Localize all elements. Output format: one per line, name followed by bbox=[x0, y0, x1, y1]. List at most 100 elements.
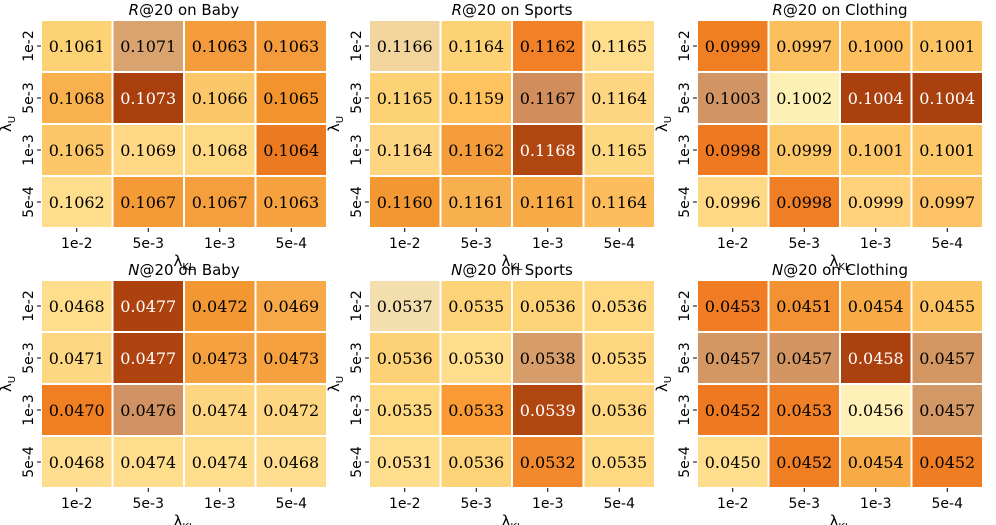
heatmap-cell bbox=[370, 73, 440, 123]
cell-value-label: 0.1063 bbox=[263, 193, 319, 212]
heatmap-cell bbox=[912, 281, 982, 331]
heatmap-cell bbox=[113, 73, 183, 123]
y-axis-label: λU bbox=[653, 116, 674, 132]
cell-value-label: 0.1062 bbox=[49, 193, 105, 212]
cell-value-label: 0.0453 bbox=[776, 401, 832, 420]
heatmap-cell bbox=[185, 177, 255, 227]
heatmap-cell bbox=[370, 333, 440, 383]
cell-value-label: 0.0996 bbox=[705, 193, 761, 212]
heatmap-cell bbox=[698, 437, 768, 487]
x-tick-label: 1e-2 bbox=[61, 496, 92, 512]
cell-value-label: 0.0536 bbox=[591, 401, 647, 420]
cell-value-label: 0.1063 bbox=[263, 37, 319, 56]
heatmap-cell bbox=[256, 73, 326, 123]
cell-value-label: 0.0452 bbox=[919, 453, 975, 472]
x-tick-label: 5e-4 bbox=[276, 496, 308, 512]
heatmap-cell bbox=[841, 437, 911, 487]
y-tick-label: 1e-3 bbox=[349, 394, 365, 425]
heatmap-cell bbox=[185, 437, 255, 487]
heatmap-cell bbox=[912, 177, 982, 227]
cell-value-label: 0.1001 bbox=[919, 141, 975, 160]
cell-value-label: 0.1165 bbox=[591, 141, 647, 160]
cell-value-label: 0.1164 bbox=[377, 141, 433, 160]
y-tick-label: 1e-2 bbox=[21, 290, 37, 321]
cell-value-label: 0.1161 bbox=[520, 193, 576, 212]
y-tick-label: 5e-4 bbox=[677, 186, 693, 218]
heatmap-cell bbox=[185, 281, 255, 331]
x-axis-label: λKL bbox=[501, 252, 522, 273]
cell-value-label: 0.0998 bbox=[776, 193, 832, 212]
cell-value-label: 0.1160 bbox=[377, 193, 433, 212]
x-tick-label: 1e-3 bbox=[532, 496, 563, 512]
heatmap-cell bbox=[513, 437, 583, 487]
x-tick-label: 1e-3 bbox=[860, 496, 891, 512]
cell-value-label: 0.0454 bbox=[848, 453, 904, 472]
cell-value-label: 0.0999 bbox=[705, 37, 761, 56]
heatmap-cell bbox=[513, 125, 583, 175]
x-tick-label: 5e-4 bbox=[932, 236, 964, 252]
y-axis-label: λU bbox=[325, 376, 346, 392]
x-tick-label: 1e-3 bbox=[860, 236, 891, 252]
heatmap-cell bbox=[370, 125, 440, 175]
heatmap-cell bbox=[370, 21, 440, 71]
x-axis-label: λKL bbox=[829, 512, 850, 525]
cell-value-label: 0.0538 bbox=[520, 349, 576, 368]
cell-value-label: 0.1162 bbox=[520, 37, 576, 56]
heatmap-cell bbox=[769, 333, 839, 383]
cell-value-label: 0.0473 bbox=[192, 349, 248, 368]
heatmap-cell bbox=[441, 125, 511, 175]
heatmap-cell bbox=[912, 21, 982, 71]
cell-value-label: 0.1000 bbox=[848, 37, 904, 56]
heatmap-cell bbox=[370, 437, 440, 487]
heatmap-cell bbox=[769, 385, 839, 435]
heatmap-cell bbox=[584, 21, 654, 71]
heatmap-cell bbox=[698, 73, 768, 123]
heatmap-cell bbox=[584, 385, 654, 435]
y-tick-label: 1e-2 bbox=[677, 30, 693, 61]
heatmap-cell bbox=[584, 177, 654, 227]
y-tick-label: 1e-2 bbox=[21, 30, 37, 61]
cell-value-label: 0.0533 bbox=[448, 401, 504, 420]
heatmap-cell bbox=[769, 21, 839, 71]
cell-value-label: 0.0532 bbox=[520, 453, 576, 472]
heatmap-cell bbox=[912, 125, 982, 175]
heatmap-cell bbox=[769, 125, 839, 175]
x-tick-label: 1e-2 bbox=[389, 236, 420, 252]
cell-value-label: 0.1063 bbox=[192, 37, 248, 56]
y-tick-label: 5e-3 bbox=[677, 82, 693, 113]
heatmap-panel-n-sports: N@20 on Sports 0.0537 0.0535 0.0536 0.0536 0.… bbox=[325, 261, 654, 525]
heatmap-panel-n-baby: N@20 on Baby 0.0468 0.0477 0.0472 0.0469 0.04… bbox=[0, 261, 326, 525]
heatmap-cell bbox=[441, 73, 511, 123]
heatmap-cell bbox=[185, 385, 255, 435]
heatmap-cell bbox=[912, 385, 982, 435]
heatmap-cell bbox=[841, 73, 911, 123]
cell-value-label: 0.1069 bbox=[120, 141, 176, 160]
cell-value-label: 0.1159 bbox=[448, 89, 504, 108]
heatmap-cell bbox=[256, 437, 326, 487]
cell-value-label: 0.0450 bbox=[705, 453, 761, 472]
cell-value-label: 0.0457 bbox=[705, 349, 761, 368]
heatmap-cell bbox=[513, 281, 583, 331]
cell-value-label: 0.0535 bbox=[377, 401, 433, 420]
heatmap-cell bbox=[42, 437, 112, 487]
heatmap-cell bbox=[513, 333, 583, 383]
cell-value-label: 0.0536 bbox=[591, 297, 647, 316]
heatmap-cell bbox=[841, 21, 911, 71]
cell-value-label: 0.0455 bbox=[919, 297, 975, 316]
y-tick-label: 1e-3 bbox=[21, 394, 37, 425]
cell-value-label: 0.0535 bbox=[591, 349, 647, 368]
heatmap-cell bbox=[584, 125, 654, 175]
cell-value-label: 0.0999 bbox=[848, 193, 904, 212]
heatmap-cell bbox=[441, 437, 511, 487]
heatmap-cell bbox=[698, 21, 768, 71]
cell-value-label: 0.0539 bbox=[520, 401, 576, 420]
heatmap-cell bbox=[513, 385, 583, 435]
cell-value-label: 0.0477 bbox=[120, 297, 176, 316]
heatmap-cell bbox=[698, 177, 768, 227]
cell-value-label: 0.1064 bbox=[263, 141, 319, 160]
cell-value-label: 0.0537 bbox=[377, 297, 433, 316]
y-tick-label: 5e-3 bbox=[349, 82, 365, 113]
x-tick-label: 5e-3 bbox=[789, 496, 820, 512]
heatmap-cell bbox=[912, 437, 982, 487]
cell-value-label: 0.0468 bbox=[49, 297, 105, 316]
